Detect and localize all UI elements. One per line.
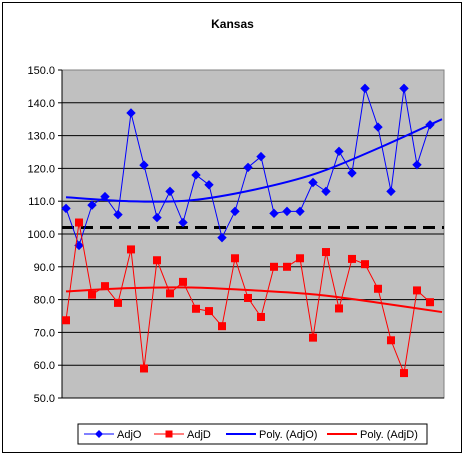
data-point bbox=[230, 206, 240, 217]
data-point bbox=[179, 277, 187, 286]
data-point bbox=[166, 289, 174, 298]
y-tick-label: 70.0 bbox=[34, 327, 55, 339]
legend-item: Poly. (AdjD) bbox=[327, 429, 418, 441]
data-point bbox=[413, 286, 421, 295]
data-point bbox=[165, 186, 175, 197]
data-point bbox=[217, 232, 227, 243]
trend-line bbox=[65, 286, 443, 314]
series-3 bbox=[65, 286, 443, 314]
data-point bbox=[191, 170, 201, 180]
data-point bbox=[244, 293, 252, 302]
legend-item: AdjO bbox=[84, 429, 142, 441]
data-point bbox=[283, 262, 291, 271]
data-point bbox=[204, 180, 214, 190]
data-point bbox=[308, 177, 318, 188]
data-point bbox=[373, 122, 383, 132]
data-point bbox=[140, 364, 148, 373]
data-point bbox=[256, 151, 266, 162]
data-point bbox=[399, 83, 409, 94]
data-point bbox=[295, 206, 305, 217]
data-point bbox=[426, 298, 434, 307]
legend: AdjO AdjD Poly. (AdjO) Poly. (AdjD) bbox=[77, 423, 428, 445]
data-point bbox=[321, 186, 331, 197]
data-point bbox=[205, 307, 213, 316]
trend-line bbox=[65, 118, 443, 203]
data-point bbox=[87, 200, 97, 210]
data-point bbox=[126, 108, 136, 118]
data-point bbox=[309, 333, 317, 342]
data-point bbox=[347, 168, 357, 178]
y-tick-label: 120.0 bbox=[27, 163, 55, 175]
data-point bbox=[270, 262, 278, 271]
data-point bbox=[231, 254, 239, 263]
data-point bbox=[412, 160, 422, 170]
data-point bbox=[153, 256, 161, 265]
data-point bbox=[88, 290, 96, 299]
data-point bbox=[374, 284, 382, 293]
data-point bbox=[348, 254, 356, 263]
data-point bbox=[360, 83, 370, 94]
y-tick-label: 50.0 bbox=[34, 393, 55, 405]
series-2 bbox=[65, 118, 443, 203]
legend-item: AdjD bbox=[154, 429, 211, 441]
data-point bbox=[282, 206, 292, 217]
y-tick-label: 60.0 bbox=[34, 360, 55, 372]
y-tick-label: 80.0 bbox=[34, 295, 55, 307]
series-0 bbox=[61, 83, 435, 251]
data-point bbox=[218, 322, 226, 331]
y-tick-label: 130.0 bbox=[27, 131, 55, 143]
data-point bbox=[75, 218, 83, 227]
y-axis-ticks: 150.0 140.0 130.0 120.0 110.0 100.0 90.0 80.0 70… bbox=[27, 65, 444, 405]
data-point bbox=[127, 245, 135, 254]
data-point bbox=[269, 208, 279, 219]
series-layer bbox=[61, 83, 443, 378]
series-1 bbox=[62, 218, 434, 378]
y-tick-label: 110.0 bbox=[28, 196, 55, 208]
legend-label: AdjD bbox=[187, 429, 211, 441]
data-point bbox=[192, 304, 200, 313]
data-point bbox=[296, 254, 304, 263]
chart-title: Kansas bbox=[211, 17, 254, 31]
data-point bbox=[114, 298, 122, 307]
legend-marker bbox=[165, 430, 173, 438]
y-tick-label: 100.0 bbox=[27, 229, 55, 241]
data-point bbox=[113, 209, 123, 220]
y-tick-label: 140.0 bbox=[27, 98, 55, 110]
legend-label: Poly. (AdjO) bbox=[259, 429, 317, 441]
data-point bbox=[243, 162, 253, 173]
data-point bbox=[361, 260, 369, 269]
data-point bbox=[178, 217, 188, 228]
data-point bbox=[257, 312, 265, 321]
data-point bbox=[400, 369, 408, 378]
data-point bbox=[152, 212, 162, 223]
data-point bbox=[386, 186, 396, 197]
y-tick-label: 150.0 bbox=[27, 65, 55, 77]
data-point bbox=[139, 160, 149, 170]
data-point bbox=[335, 304, 343, 313]
y-tick-label: 90.0 bbox=[34, 262, 55, 274]
data-point bbox=[322, 248, 330, 257]
legend-label: AdjO bbox=[117, 429, 142, 441]
data-point bbox=[62, 316, 70, 325]
legend-marker bbox=[95, 430, 103, 438]
data-point bbox=[334, 146, 344, 157]
data-point bbox=[387, 336, 395, 345]
legend-label: Poly. (AdjD) bbox=[360, 429, 418, 441]
legend-item: Poly. (AdjO) bbox=[226, 429, 317, 441]
data-point bbox=[61, 203, 71, 214]
